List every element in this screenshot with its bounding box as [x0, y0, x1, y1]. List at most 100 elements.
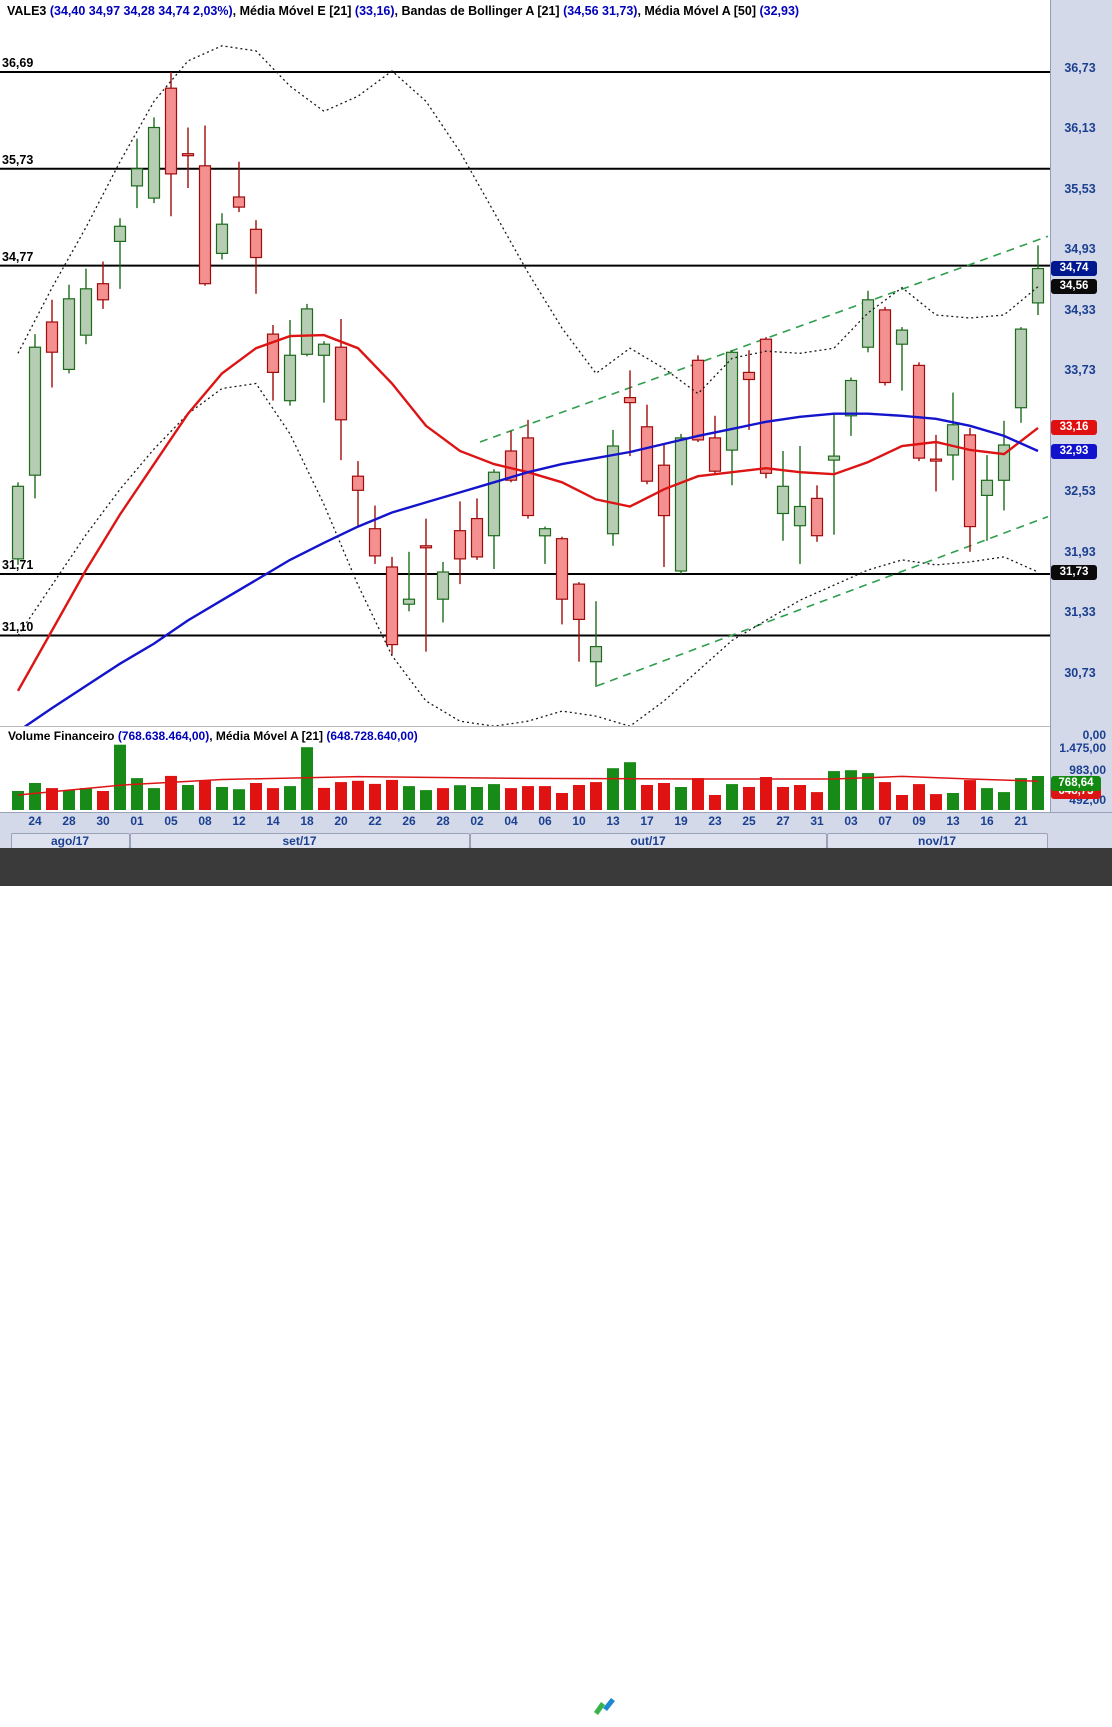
volume-bar[interactable] [624, 762, 636, 810]
volume-bar[interactable] [454, 785, 466, 810]
candle[interactable] [79, 288, 93, 336]
trend-channel-lines[interactable] [479, 235, 1049, 687]
candle[interactable] [691, 359, 705, 441]
candle[interactable] [113, 225, 127, 243]
volume-bar[interactable] [590, 782, 602, 810]
candle[interactable] [912, 364, 926, 459]
candle[interactable] [351, 475, 365, 491]
volume-bar[interactable] [284, 786, 296, 810]
candle[interactable] [215, 223, 229, 254]
candle[interactable] [11, 485, 25, 560]
volume-bar[interactable] [743, 787, 755, 810]
volume-bar[interactable] [182, 785, 194, 810]
candle[interactable] [28, 346, 42, 476]
candle[interactable] [929, 458, 943, 462]
volume-bar[interactable] [879, 782, 891, 810]
volume-bar[interactable] [97, 791, 109, 810]
volume-bar[interactable] [216, 787, 228, 810]
candle[interactable] [895, 329, 909, 345]
volume-bar[interactable] [981, 788, 993, 810]
candle[interactable] [487, 471, 501, 537]
candle[interactable] [181, 153, 195, 157]
candle[interactable] [402, 598, 416, 605]
volume-bar[interactable] [29, 783, 41, 810]
volume-bar[interactable] [471, 787, 483, 810]
candle[interactable] [232, 196, 246, 208]
month-box[interactable]: out/17 [469, 833, 827, 849]
month-box[interactable]: set/17 [129, 833, 470, 849]
volume-bar[interactable] [420, 790, 432, 810]
chart-canvas[interactable] [0, 0, 1112, 886]
volume-bar[interactable] [828, 771, 840, 810]
volume-bar[interactable] [913, 784, 925, 810]
time-axis-strip[interactable] [0, 812, 1112, 833]
candle[interactable] [334, 346, 348, 421]
candle[interactable] [130, 168, 144, 187]
candle[interactable] [317, 343, 331, 356]
volume-bar[interactable] [641, 785, 653, 810]
candle[interactable] [725, 351, 739, 451]
candle[interactable] [946, 424, 960, 456]
candle[interactable] [776, 485, 790, 515]
volume-bar[interactable] [1032, 776, 1044, 810]
volume-bar[interactable] [845, 770, 857, 810]
volume-bar[interactable] [726, 784, 738, 810]
volume-bar[interactable] [250, 783, 262, 810]
candle[interactable] [827, 455, 841, 461]
candle[interactable] [810, 497, 824, 537]
volume-bar[interactable] [760, 777, 772, 810]
volume-bar[interactable] [488, 784, 500, 810]
volume-bar[interactable] [369, 783, 381, 810]
volume-bar[interactable] [199, 780, 211, 810]
volume-bar[interactable] [233, 789, 245, 810]
volume-bar[interactable] [165, 775, 177, 810]
volume-bar[interactable] [658, 783, 670, 810]
volume-bar[interactable] [148, 788, 160, 810]
volume-bar[interactable] [1015, 778, 1027, 810]
candle[interactable] [368, 528, 382, 557]
volume-bar[interactable] [556, 793, 568, 810]
volume-bar[interactable] [777, 787, 789, 810]
candle[interactable] [589, 645, 603, 663]
month-box[interactable]: nov/17 [826, 833, 1048, 849]
volume-bar[interactable] [947, 793, 959, 810]
candle[interactable] [470, 517, 484, 558]
volume-bar[interactable] [12, 791, 24, 810]
candle[interactable] [555, 538, 569, 600]
pane-separator[interactable] [0, 726, 1050, 727]
volume-bar[interactable] [794, 785, 806, 810]
volume-bar[interactable] [505, 788, 517, 810]
candle[interactable] [538, 528, 552, 537]
candle[interactable] [640, 426, 654, 482]
candle[interactable] [198, 165, 212, 285]
candle[interactable] [419, 545, 433, 549]
candle[interactable] [62, 298, 76, 370]
volume-bar[interactable] [131, 778, 143, 810]
volume-bar[interactable] [403, 786, 415, 810]
candle[interactable] [963, 434, 977, 528]
candle[interactable] [1014, 328, 1028, 409]
volume-bar[interactable] [862, 773, 874, 810]
volume-bar[interactable] [386, 779, 398, 810]
volume-bar[interactable] [352, 780, 364, 810]
volume-bar[interactable] [539, 786, 551, 810]
candle[interactable] [504, 450, 518, 481]
volume-bar[interactable] [335, 782, 347, 810]
volume-bar[interactable] [267, 788, 279, 810]
volume-bar[interactable] [811, 792, 823, 810]
candle[interactable] [521, 437, 535, 517]
trendline[interactable] [479, 235, 1049, 443]
candle[interactable] [453, 530, 467, 560]
volume-bar[interactable] [301, 747, 313, 810]
volume-bar[interactable] [437, 788, 449, 810]
volume-bar[interactable] [522, 786, 534, 810]
candle[interactable] [436, 571, 450, 600]
volume-bar[interactable] [930, 794, 942, 810]
candle[interactable] [623, 397, 637, 404]
candle[interactable] [878, 309, 892, 384]
candle[interactable] [759, 338, 773, 474]
volume-bar[interactable] [709, 795, 721, 810]
volume-bar[interactable] [114, 744, 126, 810]
candle[interactable] [606, 445, 620, 535]
volume-bar[interactable] [63, 790, 75, 810]
